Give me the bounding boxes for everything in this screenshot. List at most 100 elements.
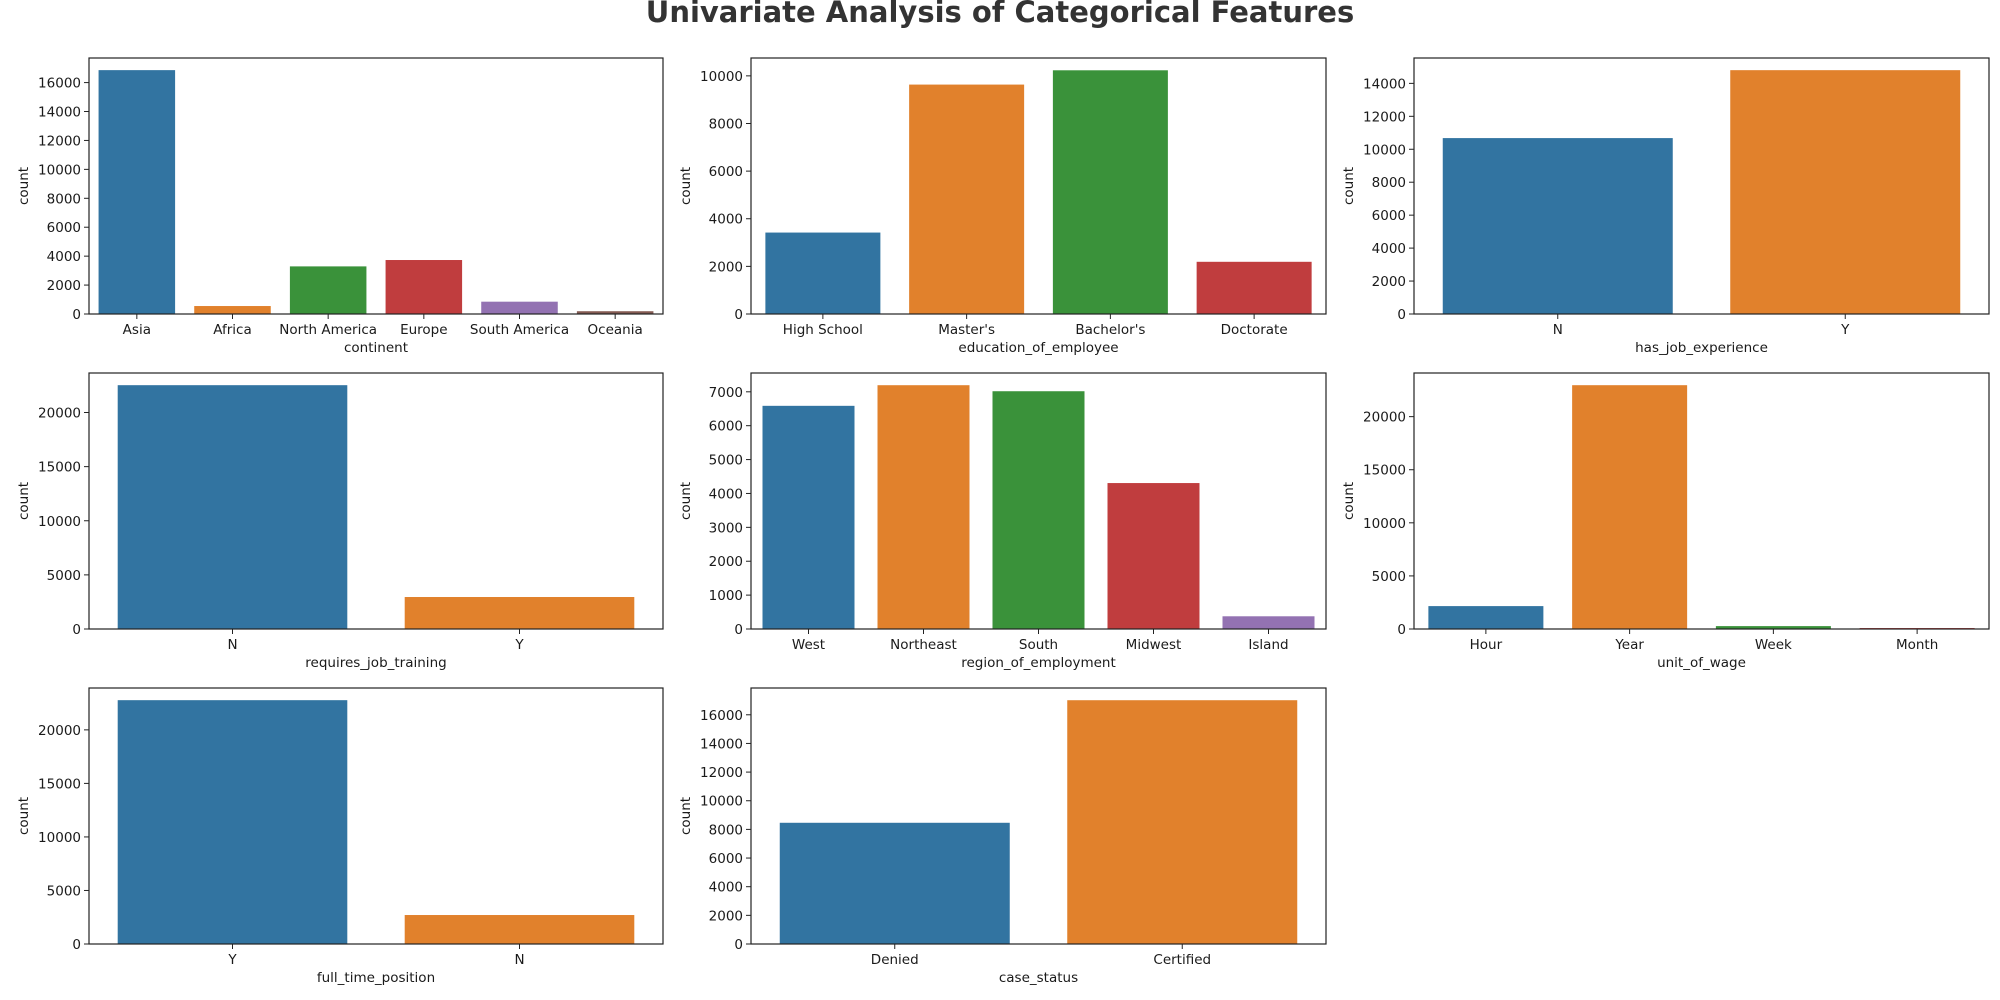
bar-n xyxy=(1442,138,1673,314)
x-axis-label: unit_of_wage xyxy=(1657,655,1746,671)
bar-bachelor-s xyxy=(1052,70,1168,314)
subplot-continent: 0 2000 4000 6000 8000 10000 12000 14000 16000 Asi… xyxy=(16,57,664,356)
y-tick-label: 10000 xyxy=(38,162,81,178)
y-axis-label: count xyxy=(678,167,694,205)
x-tick-label: Asia xyxy=(123,322,151,338)
subplot-education_of_employee: 0 2000 4000 6000 8000 10000 High School Master'… xyxy=(678,57,1327,356)
bar-midwest xyxy=(1107,483,1200,629)
y-tick-label: 12000 xyxy=(38,133,81,149)
y-tick-label: 6000 xyxy=(1372,208,1406,224)
axes-frame xyxy=(1413,57,1990,315)
y-tick-label: 7000 xyxy=(709,385,743,401)
bar-denied xyxy=(779,822,1010,944)
x-tick-label: Midwest xyxy=(1126,637,1182,653)
bar-y xyxy=(404,597,635,629)
x-tick-label: North America xyxy=(279,322,377,338)
y-tick-label: 5000 xyxy=(47,883,81,899)
axes-frame xyxy=(750,687,1327,945)
y-tick-label: 4000 xyxy=(709,880,743,896)
y-axis-label: count xyxy=(1341,167,1357,205)
bar-africa xyxy=(194,306,271,314)
y-tick-label: 8000 xyxy=(709,116,743,132)
y-tick-label: 5000 xyxy=(47,568,81,584)
bar-south-america xyxy=(481,301,558,314)
y-tick-label: 12000 xyxy=(700,765,743,781)
x-tick-label: Y xyxy=(1840,322,1850,338)
y-tick-label: 4000 xyxy=(1372,241,1406,257)
x-tick-label: Europe xyxy=(400,322,447,338)
y-tick-label: 0 xyxy=(1397,307,1406,323)
y-tick-label: 10000 xyxy=(700,69,743,85)
y-tick-label: 6000 xyxy=(709,164,743,180)
bar-certified xyxy=(1067,700,1298,944)
x-tick-label: High School xyxy=(783,322,863,338)
x-tick-label: Doctorate xyxy=(1221,322,1288,338)
y-tick-label: 0 xyxy=(1397,622,1406,638)
y-tick-label: 10000 xyxy=(1363,142,1406,158)
y-tick-label: 10000 xyxy=(38,830,81,846)
axes-frame xyxy=(750,372,1327,630)
x-tick-label: N xyxy=(1553,322,1563,338)
axes-frame xyxy=(88,372,664,630)
y-tick-label: 4000 xyxy=(47,249,81,265)
y-tick-label: 2000 xyxy=(47,278,81,294)
x-tick-label: Denied xyxy=(871,952,919,968)
x-axis-label: region_of_employment xyxy=(961,655,1116,671)
bar-west xyxy=(762,405,855,629)
bar-doctorate xyxy=(1196,261,1312,314)
subplot-region_of_employment: 0 1000 2000 3000 4000 5000 6000 7000 West Northea… xyxy=(678,372,1327,671)
x-tick-label: Month xyxy=(1896,637,1938,653)
y-axis-label: count xyxy=(16,797,32,835)
y-axis-label: count xyxy=(678,797,694,835)
x-tick-label: Certified xyxy=(1153,952,1211,968)
x-axis-label: requires_job_training xyxy=(305,655,446,671)
y-tick-label: 4000 xyxy=(709,486,743,502)
x-tick-label: Master's xyxy=(938,322,995,338)
x-tick-label: Week xyxy=(1755,637,1792,653)
y-tick-label: 6000 xyxy=(709,419,743,435)
y-tick-label: 2000 xyxy=(709,908,743,924)
y-tick-label: 8000 xyxy=(47,191,81,207)
bar-oceania xyxy=(576,311,654,314)
y-tick-label: 20000 xyxy=(38,406,81,422)
y-tick-label: 0 xyxy=(734,622,743,638)
y-tick-label: 20000 xyxy=(38,723,81,739)
axes-frame xyxy=(88,687,664,945)
y-tick-label: 12000 xyxy=(1363,109,1406,125)
y-axis-label: count xyxy=(1341,482,1357,520)
axes-frame xyxy=(750,57,1327,315)
y-tick-label: 16000 xyxy=(700,708,743,724)
y-tick-label: 8000 xyxy=(1372,175,1406,191)
bar-y xyxy=(117,700,348,944)
y-tick-label: 2000 xyxy=(709,554,743,570)
x-tick-label: N xyxy=(514,952,524,968)
y-tick-label: 14000 xyxy=(1363,76,1406,92)
subplot-grid: 0200040006000800010000120001400016000Asi… xyxy=(16,57,1990,986)
bar-asia xyxy=(98,70,176,314)
y-tick-label: 20000 xyxy=(1363,410,1406,426)
x-tick-label: Year xyxy=(1614,637,1644,653)
subplot-requires_job_training: 0 5000 10000 15000 20000 N Yrequires_job_train… xyxy=(16,372,664,671)
y-tick-label: 10000 xyxy=(38,514,81,530)
bar-europe xyxy=(385,260,463,314)
subplot-case_status: 0 2000 4000 6000 8000 10000 12000 14000 16000 Den… xyxy=(678,687,1327,986)
x-axis-label: full_time_position xyxy=(317,970,435,986)
figure-title: Univariate Analysis of Categorical Featu… xyxy=(646,0,1354,29)
subplot-full_time_position: 0 5000 10000 15000 20000 Y Nfull_time_position… xyxy=(16,687,664,986)
y-tick-label: 10000 xyxy=(700,794,743,810)
bar-high-school xyxy=(765,232,881,314)
y-tick-label: 5000 xyxy=(709,453,743,469)
y-tick-label: 4000 xyxy=(709,212,743,228)
y-tick-label: 2000 xyxy=(709,259,743,275)
bar-week xyxy=(1715,626,1831,629)
bar-n xyxy=(117,385,348,629)
x-tick-label: South xyxy=(1019,637,1058,653)
y-tick-label: 1000 xyxy=(709,588,743,604)
bar-hour xyxy=(1428,606,1544,629)
y-tick-label: 0 xyxy=(72,937,81,953)
y-tick-label: 15000 xyxy=(38,460,81,476)
y-axis-label: count xyxy=(678,482,694,520)
y-tick-label: 0 xyxy=(72,622,81,638)
bar-year xyxy=(1572,385,1688,629)
